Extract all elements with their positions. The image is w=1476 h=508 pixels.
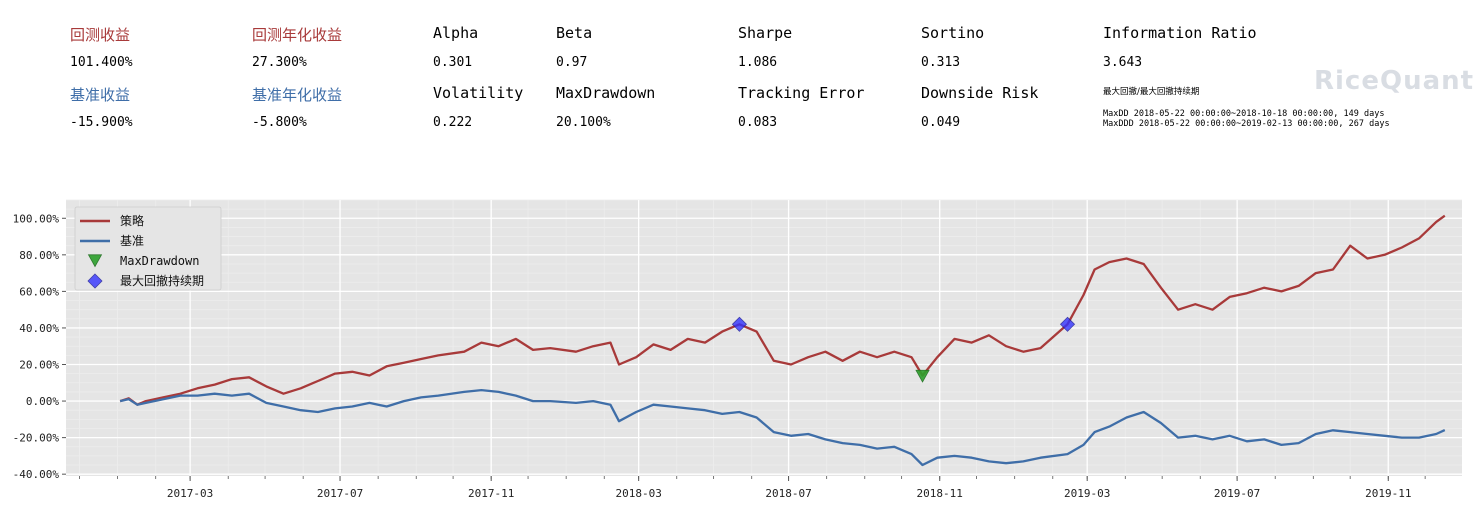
metric-value: -15.900% xyxy=(70,115,133,130)
metric-value: 0.301 xyxy=(433,55,473,70)
y-tick-label: -20.00% xyxy=(13,432,60,445)
y-tick-label: -40.00% xyxy=(13,468,60,481)
metric-value: 101.400% xyxy=(70,55,133,70)
x-tick-label: 2018-03 xyxy=(615,487,661,500)
metric-label: Alpha xyxy=(433,24,479,42)
metric-label: Downside Risk xyxy=(921,84,1039,102)
metric-value: 1.086 xyxy=(738,55,778,70)
metric-value: 3.643 xyxy=(1103,55,1143,70)
x-tick-label: 2019-03 xyxy=(1064,487,1110,500)
returns-chart: 100.00% 80.00% 60.00% 40.00% 20.00% 0.00% -20.… xyxy=(13,199,1462,500)
metric-label: 回测收益 xyxy=(70,26,131,44)
max-drawdown-duration-marker xyxy=(1059,316,1076,332)
benchmark-line xyxy=(119,388,1446,467)
metric-value: 0.97 xyxy=(556,55,588,70)
metric-value: 0.222 xyxy=(433,115,473,130)
y-tick-label: 80.00% xyxy=(19,249,59,262)
y-tick-label: 20.00% xyxy=(19,359,59,372)
metric-value: 20.100% xyxy=(556,115,611,130)
metric-label: 回测年化收益 xyxy=(252,26,343,44)
strategy-line xyxy=(119,214,1446,406)
legend-max-drawdown-duration-label: 最大回撤持续期 xyxy=(120,273,204,288)
max-drawdown-duration-marker xyxy=(731,316,747,332)
max-drawdown-marker xyxy=(915,369,930,383)
ricequant-logo: RiceQuant xyxy=(1314,66,1475,96)
y-tick-label: 60.00% xyxy=(19,285,59,298)
metric-label: Volatility xyxy=(433,84,524,102)
x-tick-label: 2017-03 xyxy=(167,487,213,500)
metric-value: 0.049 xyxy=(921,115,961,130)
metric-label: Beta xyxy=(556,24,593,42)
y-tick-label: 100.00% xyxy=(13,212,60,225)
y-tick-label: 40.00% xyxy=(19,322,59,335)
x-tick-label: 2019-11 xyxy=(1365,487,1411,500)
metric-value: 27.300% xyxy=(252,55,307,70)
legend-max-drawdown-duration-swatch xyxy=(87,273,103,289)
legend-max-drawdown-swatch xyxy=(87,254,103,268)
x-tick-label: 2017-07 xyxy=(317,487,363,500)
legend-max-drawdown-label: MaxDrawdown xyxy=(120,254,199,268)
metric-label: Information Ratio xyxy=(1103,24,1257,42)
x-tick-label: 2018-07 xyxy=(765,487,811,500)
max-drawdown-title: 最大回撤/最大回撤持续期 xyxy=(1103,87,1200,97)
x-tick-label: 2017-11 xyxy=(468,487,514,500)
metric-value: -5.800% xyxy=(252,115,307,130)
max-drawdown-detail: MaxDD 2018-05-22 00:00:00~2018-10-18 00:… xyxy=(1103,109,1385,119)
metric-label: Sortino xyxy=(921,24,985,42)
legend-benchmark-label: 基准 xyxy=(120,234,144,248)
metric-label: Sharpe xyxy=(738,24,793,42)
metric-label: 基准收益 xyxy=(70,86,131,104)
metric-label: Tracking Error xyxy=(738,84,865,102)
y-tick-label: 0.00% xyxy=(26,395,59,408)
max-drawdown-duration-detail: MaxDDD 2018-05-22 00:00:00~2019-02-13 00… xyxy=(1103,119,1390,129)
legend-strategy-label: 策略 xyxy=(120,213,144,228)
metric-value: 0.313 xyxy=(921,55,961,70)
metric-label: 基准年化收益 xyxy=(252,86,343,104)
metric-value: 0.083 xyxy=(738,115,778,130)
x-tick-label: 2019-07 xyxy=(1214,487,1260,500)
x-tick-label: 2018-11 xyxy=(917,487,963,500)
plot-background xyxy=(66,200,1462,476)
legend-box xyxy=(74,206,222,291)
metric-label: MaxDrawdown xyxy=(556,84,656,102)
